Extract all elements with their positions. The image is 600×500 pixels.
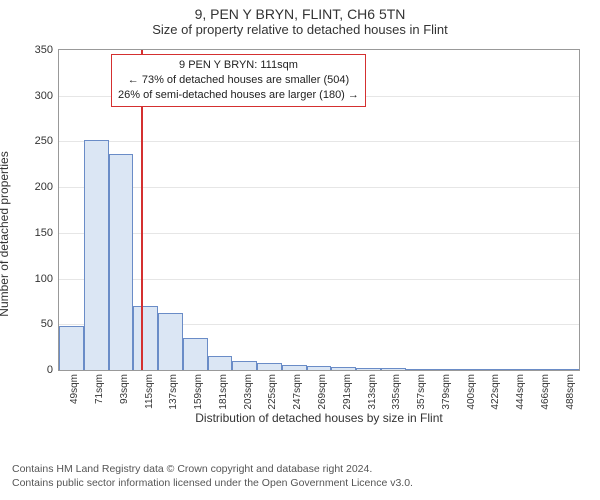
y-tick-label: 50: [41, 318, 53, 330]
y-tick-label: 350: [35, 44, 53, 56]
histogram-bar: [381, 368, 406, 370]
x-tick-label: 488sqm: [565, 374, 576, 410]
histogram-bar: [529, 369, 554, 370]
x-tick-label: 49sqm: [69, 374, 80, 404]
x-tick-label: 269sqm: [317, 374, 328, 410]
histogram-bar: [208, 356, 233, 370]
x-tick-label: 203sqm: [243, 374, 254, 410]
page-title: 9, PEN Y BRYN, FLINT, CH6 5TN: [0, 0, 600, 22]
histogram-bar: [455, 369, 480, 370]
y-tick-label: 250: [35, 135, 53, 147]
histogram-bar: [554, 369, 579, 370]
histogram-bar: [257, 363, 282, 370]
plot-area: 05010015020025030035049sqm71sqm93sqm115s…: [58, 49, 580, 371]
x-tick-label: 400sqm: [466, 374, 477, 410]
x-tick-label: 247sqm: [292, 374, 303, 410]
histogram-bar: [430, 369, 455, 370]
histogram-bar: [84, 140, 109, 370]
annotation-line3: 26% of semi-detached houses are larger (…: [118, 88, 359, 103]
histogram-bar: [109, 154, 134, 370]
y-axis-label: Number of detached properties: [0, 151, 11, 316]
histogram-bar: [133, 306, 158, 370]
chart-container: Number of detached properties 0501001502…: [10, 39, 590, 429]
x-tick-label: 379sqm: [441, 374, 452, 410]
y-gridline: [59, 141, 579, 142]
attribution-text: Contains HM Land Registry data © Crown c…: [12, 462, 413, 490]
y-gridline: [59, 279, 579, 280]
x-tick-label: 444sqm: [515, 374, 526, 410]
histogram-bar: [480, 369, 505, 370]
x-tick-label: 291sqm: [342, 374, 353, 410]
attribution-line1: Contains HM Land Registry data © Crown c…: [12, 462, 413, 476]
histogram-bar: [331, 367, 356, 370]
x-tick-label: 93sqm: [119, 374, 130, 404]
histogram-bar: [282, 365, 307, 370]
x-tick-label: 422sqm: [490, 374, 501, 410]
histogram-bar: [59, 326, 84, 370]
x-tick-label: 335sqm: [391, 374, 402, 410]
annotation-box: 9 PEN Y BRYN: 111sqm← 73% of detached ho…: [111, 54, 366, 107]
x-tick-label: 159sqm: [193, 374, 204, 410]
x-tick-label: 115sqm: [144, 374, 155, 409]
histogram-bar: [232, 361, 257, 370]
histogram-bar: [505, 369, 530, 370]
annotation-line2: ← 73% of detached houses are smaller (50…: [118, 73, 359, 88]
y-tick-label: 200: [35, 181, 53, 193]
histogram-bar: [356, 368, 381, 370]
annotation-line1: 9 PEN Y BRYN: 111sqm: [118, 58, 359, 73]
histogram-bar: [183, 338, 208, 370]
x-tick-label: 357sqm: [416, 374, 427, 410]
y-gridline: [59, 187, 579, 188]
chart-subtitle: Size of property relative to detached ho…: [0, 22, 600, 39]
histogram-bar: [307, 366, 332, 370]
x-tick-label: 71sqm: [94, 374, 105, 404]
histogram-bar: [158, 313, 183, 370]
x-tick-label: 466sqm: [540, 374, 551, 410]
y-tick-label: 100: [35, 273, 53, 285]
attribution-line2: Contains public sector information licen…: [12, 476, 413, 490]
x-tick-label: 137sqm: [168, 374, 179, 410]
y-tick-label: 300: [35, 90, 53, 102]
y-tick-label: 0: [47, 364, 53, 376]
x-tick-label: 225sqm: [267, 374, 278, 410]
histogram-bar: [406, 369, 431, 370]
y-gridline: [59, 233, 579, 234]
x-axis-label: Distribution of detached houses by size …: [58, 411, 580, 425]
x-tick-label: 181sqm: [218, 374, 229, 410]
y-tick-label: 150: [35, 227, 53, 239]
x-tick-label: 313sqm: [367, 374, 378, 410]
